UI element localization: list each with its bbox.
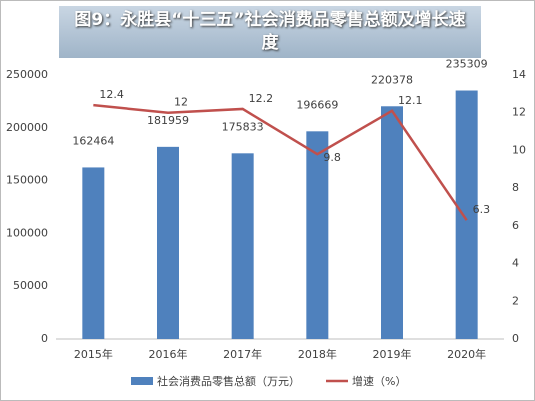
bar-value-label: 196669 — [296, 98, 338, 111]
line-value-label: 12.2 — [249, 92, 274, 105]
y2-tick-label: 10 — [512, 143, 526, 156]
bar-value-label: 235309 — [446, 58, 488, 71]
bar-value-label: 162464 — [72, 134, 114, 147]
line — [93, 103, 468, 221]
y2-tick-label: 8 — [512, 181, 519, 194]
bar-value-label: 181959 — [147, 114, 189, 127]
x-tick-label: 2019年 — [373, 347, 412, 361]
line-value-label: 12 — [174, 96, 188, 109]
x-tick-label: 2016年 — [149, 347, 188, 361]
chart-title: 图9：永胜县“十三五”社会消费品零售总额及增长速度 — [59, 6, 481, 58]
line-value-label: 12.4 — [99, 88, 124, 101]
bar — [82, 167, 105, 339]
legend-swatch — [131, 377, 153, 385]
y-tick-label: 50000 — [13, 279, 48, 292]
y2-tick-label: 0 — [512, 332, 519, 345]
y-tick-label: 200000 — [6, 121, 48, 134]
y-tick-label: 100000 — [6, 226, 48, 239]
y2-tick-label: 4 — [512, 257, 519, 270]
x-tick-label: 2017年 — [223, 347, 262, 361]
legend-label: 社会消费品零售总额（万元） — [157, 374, 300, 388]
x-tick-label: 2020年 — [447, 347, 486, 361]
y2-tick-label: 12 — [512, 106, 526, 119]
bar — [455, 90, 478, 339]
line-value-label: 6.3 — [473, 203, 491, 216]
y2-tick-label: 6 — [512, 219, 519, 232]
bar — [381, 106, 403, 340]
legend-label: 增速（%） — [352, 374, 406, 388]
line-value-label: 12.1 — [398, 94, 423, 107]
y-tick-label: 250000 — [6, 68, 48, 81]
bar — [306, 131, 329, 339]
x-tick-label: 2015年 — [74, 347, 113, 361]
bar — [231, 153, 254, 339]
y2-tick-label: 2 — [512, 294, 519, 307]
bar-value-label: 175833 — [222, 120, 264, 133]
line-value-label: 9.8 — [323, 151, 341, 164]
bar — [157, 146, 179, 339]
y-tick-label: 150000 — [6, 174, 48, 187]
y-tick-label: 0 — [41, 332, 48, 345]
bar-value-label: 220378 — [371, 73, 413, 86]
y2-tick-label: 14 — [512, 68, 526, 81]
x-tick-label: 2018年 — [298, 347, 337, 361]
